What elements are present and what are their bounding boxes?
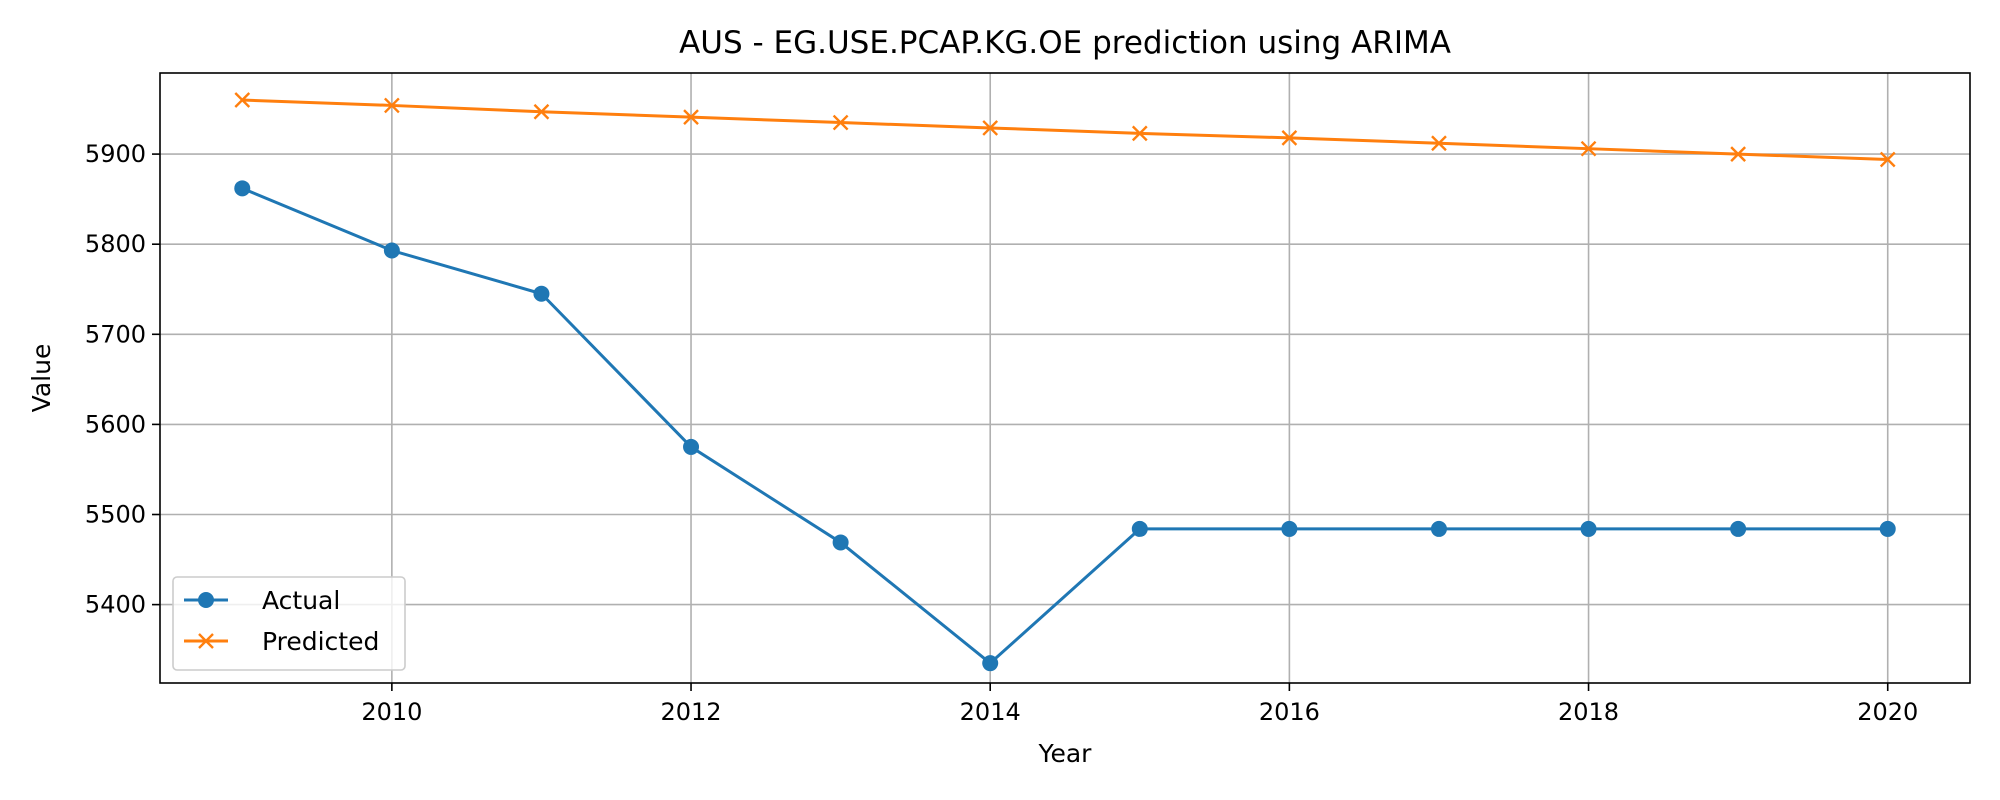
legend-box — [172, 576, 406, 671]
legend-predicted-label: Predicted — [262, 627, 379, 656]
predicted-data-point — [533, 103, 550, 120]
x-tick-label: 2020 — [1857, 698, 1918, 726]
x-tick-label: 2014 — [960, 698, 1021, 726]
actual-data-point — [533, 285, 550, 302]
legend-predicted-x — [198, 633, 214, 649]
x-axis-label: Year — [1038, 739, 1093, 768]
predicted-data-point — [982, 120, 999, 136]
predicted-data-point — [1580, 140, 1597, 157]
actual-data-point — [1430, 520, 1447, 537]
legend-predicted-marker — [198, 633, 214, 649]
legend-actual-label: Actual — [262, 586, 340, 615]
x-tick-label: 2018 — [1558, 698, 1619, 726]
actual-data-point — [1580, 520, 1597, 537]
y-tick-label: 5500 — [85, 501, 146, 529]
actual-series-line — [240, 186, 1890, 665]
actual-data-point — [832, 534, 849, 551]
grid-lines — [160, 73, 1970, 683]
y-tick-label: 5600 — [85, 410, 146, 438]
chart-title: AUS - EG.USE.PCAP.KG.OE prediction using… — [679, 25, 1451, 61]
predicted-data-point — [832, 114, 849, 131]
actual-data-point — [1281, 520, 1298, 537]
predicted-data-point — [1281, 130, 1298, 146]
actual-data-point — [982, 655, 999, 672]
actual-data-point — [683, 438, 700, 455]
x-tick-label: 2012 — [660, 698, 721, 726]
y-tick-label: 5400 — [85, 591, 146, 619]
predicted-data-point — [1879, 151, 1896, 168]
actual-data-point — [383, 242, 400, 259]
predicted-data-point — [1730, 146, 1746, 162]
actual-data-point — [234, 180, 251, 197]
predicted-data-point — [384, 97, 400, 114]
predicted-data-point — [1431, 135, 1447, 152]
y-tick-label: 5900 — [85, 140, 146, 168]
predicted-data-point — [1131, 125, 1148, 142]
x-tick-label: 2010 — [361, 698, 422, 726]
y-axis-label: Value — [27, 344, 56, 413]
x-tick-label: 2016 — [1259, 698, 1320, 726]
predicted-data-point — [234, 92, 251, 108]
actual-data-point — [1879, 520, 1896, 537]
y-tick-label: 5800 — [85, 230, 146, 258]
plot-frame — [159, 72, 1971, 684]
predicted-data-point — [683, 109, 699, 125]
actual-data-point — [1730, 520, 1747, 537]
series-layer — [234, 92, 1896, 672]
axis-ticks: 2010 2012 2014 2016 2018 2020 5400 5500 5600 5700… — [85, 140, 1918, 726]
actual-data-point — [1131, 520, 1148, 537]
legend: Actual Predicted — [172, 576, 406, 671]
predicted-series-line — [240, 98, 1890, 161]
y-tick-label: 5700 — [85, 320, 146, 348]
legend-actual-marker — [198, 592, 214, 608]
